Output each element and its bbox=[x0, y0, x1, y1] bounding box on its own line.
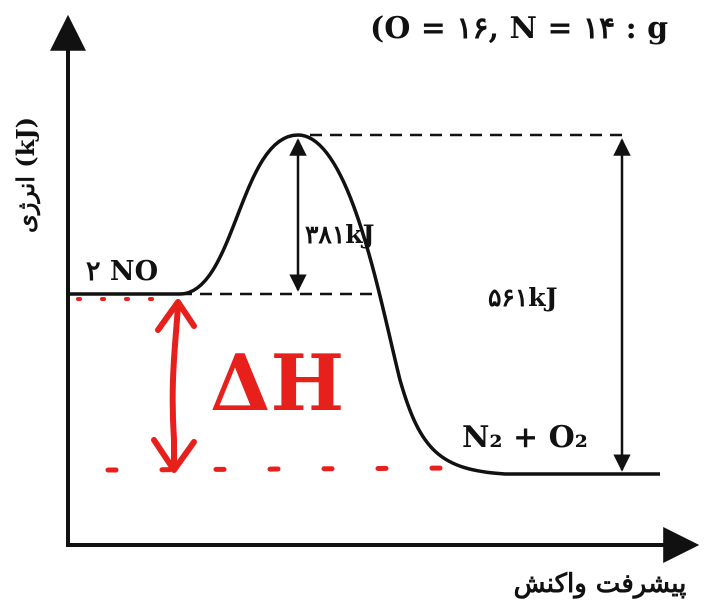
annotation-arrow-head-top bbox=[155, 299, 197, 333]
annotation-label: ΔH bbox=[210, 338, 344, 429]
reactant-label: ۲ NO bbox=[86, 256, 158, 287]
y-axis-label: انرژی (kJ) bbox=[11, 117, 41, 233]
delta-h-annotation: ΔH bbox=[76, 297, 463, 473]
x-axis-label: پیشرفت واکنش bbox=[514, 569, 687, 599]
annotation-double-arrow bbox=[169, 302, 181, 471]
product-label: N₂ + O₂ bbox=[462, 420, 588, 455]
reverse-activation-label: ۵۶۱kJ bbox=[488, 283, 557, 312]
annotation-dashed-line-bottom bbox=[105, 465, 463, 473]
activation-energy-label: ۳۸۱kJ bbox=[305, 220, 374, 249]
header-note: (O = ۱۶, N = ۱۴ : g bbox=[370, 11, 668, 46]
energy-curve bbox=[70, 133, 660, 476]
annotation-arrow-head-bottom bbox=[151, 437, 197, 473]
